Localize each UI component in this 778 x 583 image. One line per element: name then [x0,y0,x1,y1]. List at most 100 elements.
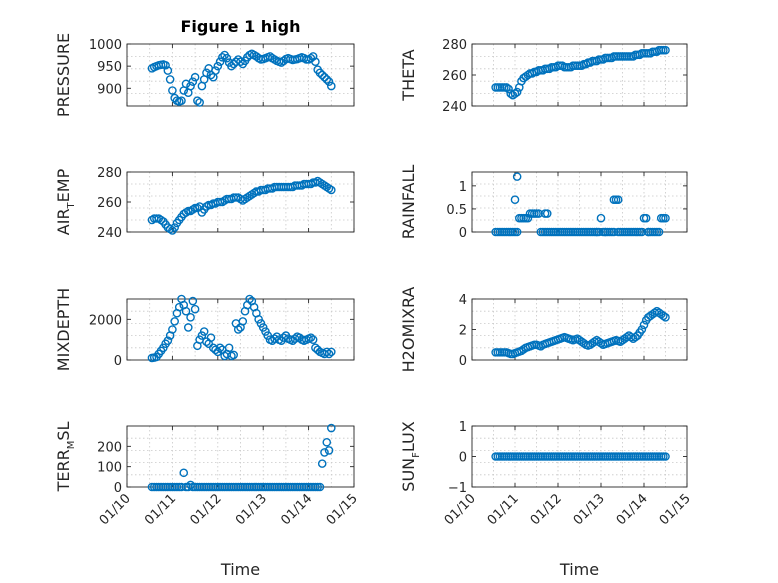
data-point [188,77,198,86]
data-point [512,172,522,181]
data-point [317,70,327,80]
data-point [613,195,623,204]
data-point [324,77,334,86]
data-point [179,468,189,478]
data-point [661,45,670,55]
y-tick-label: 240 [97,226,122,241]
data-series [147,294,336,363]
data-point [510,89,520,98]
y-axis-label: RAINFALL [399,165,418,240]
data-point [504,84,513,94]
data-point [168,86,177,95]
data-point [224,343,234,353]
data-point [222,53,232,63]
data-point [661,452,670,461]
data-point [206,333,216,342]
data-point [641,213,651,223]
y-tick-label: 0 [459,226,467,241]
data-series [491,45,670,100]
y-tick-label: 0 [459,451,467,466]
y-tick-label: 200 [97,440,122,455]
y-tick-label: 260 [442,69,467,84]
data-point [320,72,329,82]
data-series [491,306,670,359]
y-axis-label: MIXDEPTH [54,288,73,371]
y-tick-label: 0.5 [446,203,467,218]
data-point [631,332,640,342]
data-point [661,213,670,223]
y-axis-label: H2OMIXRA [399,287,418,373]
data-series [147,423,336,492]
y-tick-label: 0 [459,354,467,369]
data-point [596,213,606,223]
data-point [613,227,623,237]
y-tick-label: 1000 [89,38,122,53]
data-point [229,350,238,360]
data-point [238,317,248,326]
data-point [324,349,334,359]
x-tick-label: 01/10 [97,491,134,528]
data-point [168,325,177,334]
data-point [218,52,227,62]
x-tick-label: 01/13 [233,491,270,528]
data-point [512,87,522,97]
data-point [202,68,211,78]
data-point [177,96,186,105]
data-point [659,311,668,321]
subplot-3: 240 260 280 AIRTEMP [54,166,355,241]
y-tick-label: 1 [459,180,467,195]
data-point [174,302,184,312]
y-axis-label: PRESSURE [54,33,73,117]
axes-frame [126,425,355,488]
data-point [637,325,647,334]
x-tick-label: 01/11 [142,491,179,528]
subplot-4: 0 0.5 1 RAINFALL [399,165,688,241]
x-tick-label: 01/12 [188,491,225,528]
x-tick-label: 01/15 [324,491,361,528]
data-point [188,296,198,306]
x-axis-label: Time [220,560,260,579]
figure-title: Figure 1 high [181,17,301,36]
data-point [165,75,175,84]
data-point [199,327,209,336]
y-axis-label: TERRMSL [54,422,77,493]
y-tick-label: 0 [114,481,122,496]
y-axis-label: AIRTEMP [54,168,77,235]
x-axis-label: Time [559,560,599,579]
axes-frame [126,298,355,361]
data-point [510,195,520,204]
grid-lines [127,426,354,487]
y-tick-label: 280 [97,166,122,181]
y-tick-label: −1 [448,481,467,496]
data-point [193,96,202,105]
data-point [181,306,191,316]
data-point [233,325,243,334]
data-point [592,227,602,237]
y-axis-label: THETA [399,49,418,101]
data-point [308,335,318,344]
subplot-2: 240 260 280 THETA [399,38,688,115]
axes-frame [126,43,355,107]
data-point [326,347,336,357]
data-point [326,423,336,433]
data-point [637,227,647,237]
data-point [245,294,254,304]
data-point [326,185,336,195]
data-point [186,81,195,91]
data-series [491,452,670,461]
data-point [163,336,173,345]
grid-lines [127,44,354,106]
data-point [227,61,236,71]
data-series [147,49,336,107]
data-point [190,72,200,82]
data-series [491,172,670,237]
y-tick-label: 4 [459,293,467,308]
data-point [170,317,179,326]
data-point [542,209,552,218]
data-point [311,57,320,67]
y-axis-label: SUNFLUX [399,421,422,491]
data-point [502,83,511,92]
y-tick-label: 100 [97,461,122,476]
subplot-5: 0 2000 MIXDEPTH [54,288,355,371]
data-point [195,98,204,107]
